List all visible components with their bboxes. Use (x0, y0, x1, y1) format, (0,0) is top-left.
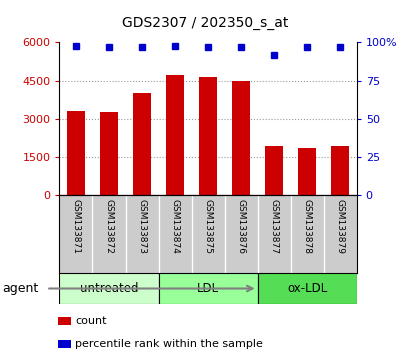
Text: GSM133876: GSM133876 (236, 199, 245, 253)
Bar (257, 273, 356, 304)
Bar (58, 340, 71, 348)
Bar (198, 77, 217, 195)
Text: GSM133878: GSM133878 (302, 199, 311, 253)
Text: GSM133875: GSM133875 (203, 199, 212, 253)
Text: GSM133872: GSM133872 (104, 199, 113, 253)
Bar (166, 75, 184, 195)
Text: GSM133873: GSM133873 (137, 199, 146, 253)
Text: GSM133871: GSM133871 (71, 199, 80, 253)
Bar (133, 93, 151, 195)
Text: percentile rank within the sample: percentile rank within the sample (75, 339, 263, 349)
Bar (330, 147, 348, 195)
Bar (264, 147, 283, 195)
Text: GSM133874: GSM133874 (170, 199, 179, 253)
Text: agent: agent (2, 282, 38, 295)
Bar (59, 273, 158, 304)
Text: GDS2307 / 202350_s_at: GDS2307 / 202350_s_at (121, 16, 288, 30)
Bar (158, 273, 257, 304)
Bar (231, 81, 249, 195)
Text: GSM133877: GSM133877 (269, 199, 278, 253)
Text: untreated: untreated (79, 282, 138, 295)
Bar (67, 111, 85, 195)
Bar (58, 317, 71, 325)
Text: count: count (75, 316, 107, 326)
Bar (100, 112, 118, 195)
Text: LDL: LDL (197, 282, 218, 295)
Bar (297, 148, 315, 195)
Text: ox-LDL: ox-LDL (286, 282, 326, 295)
Text: GSM133879: GSM133879 (335, 199, 344, 253)
